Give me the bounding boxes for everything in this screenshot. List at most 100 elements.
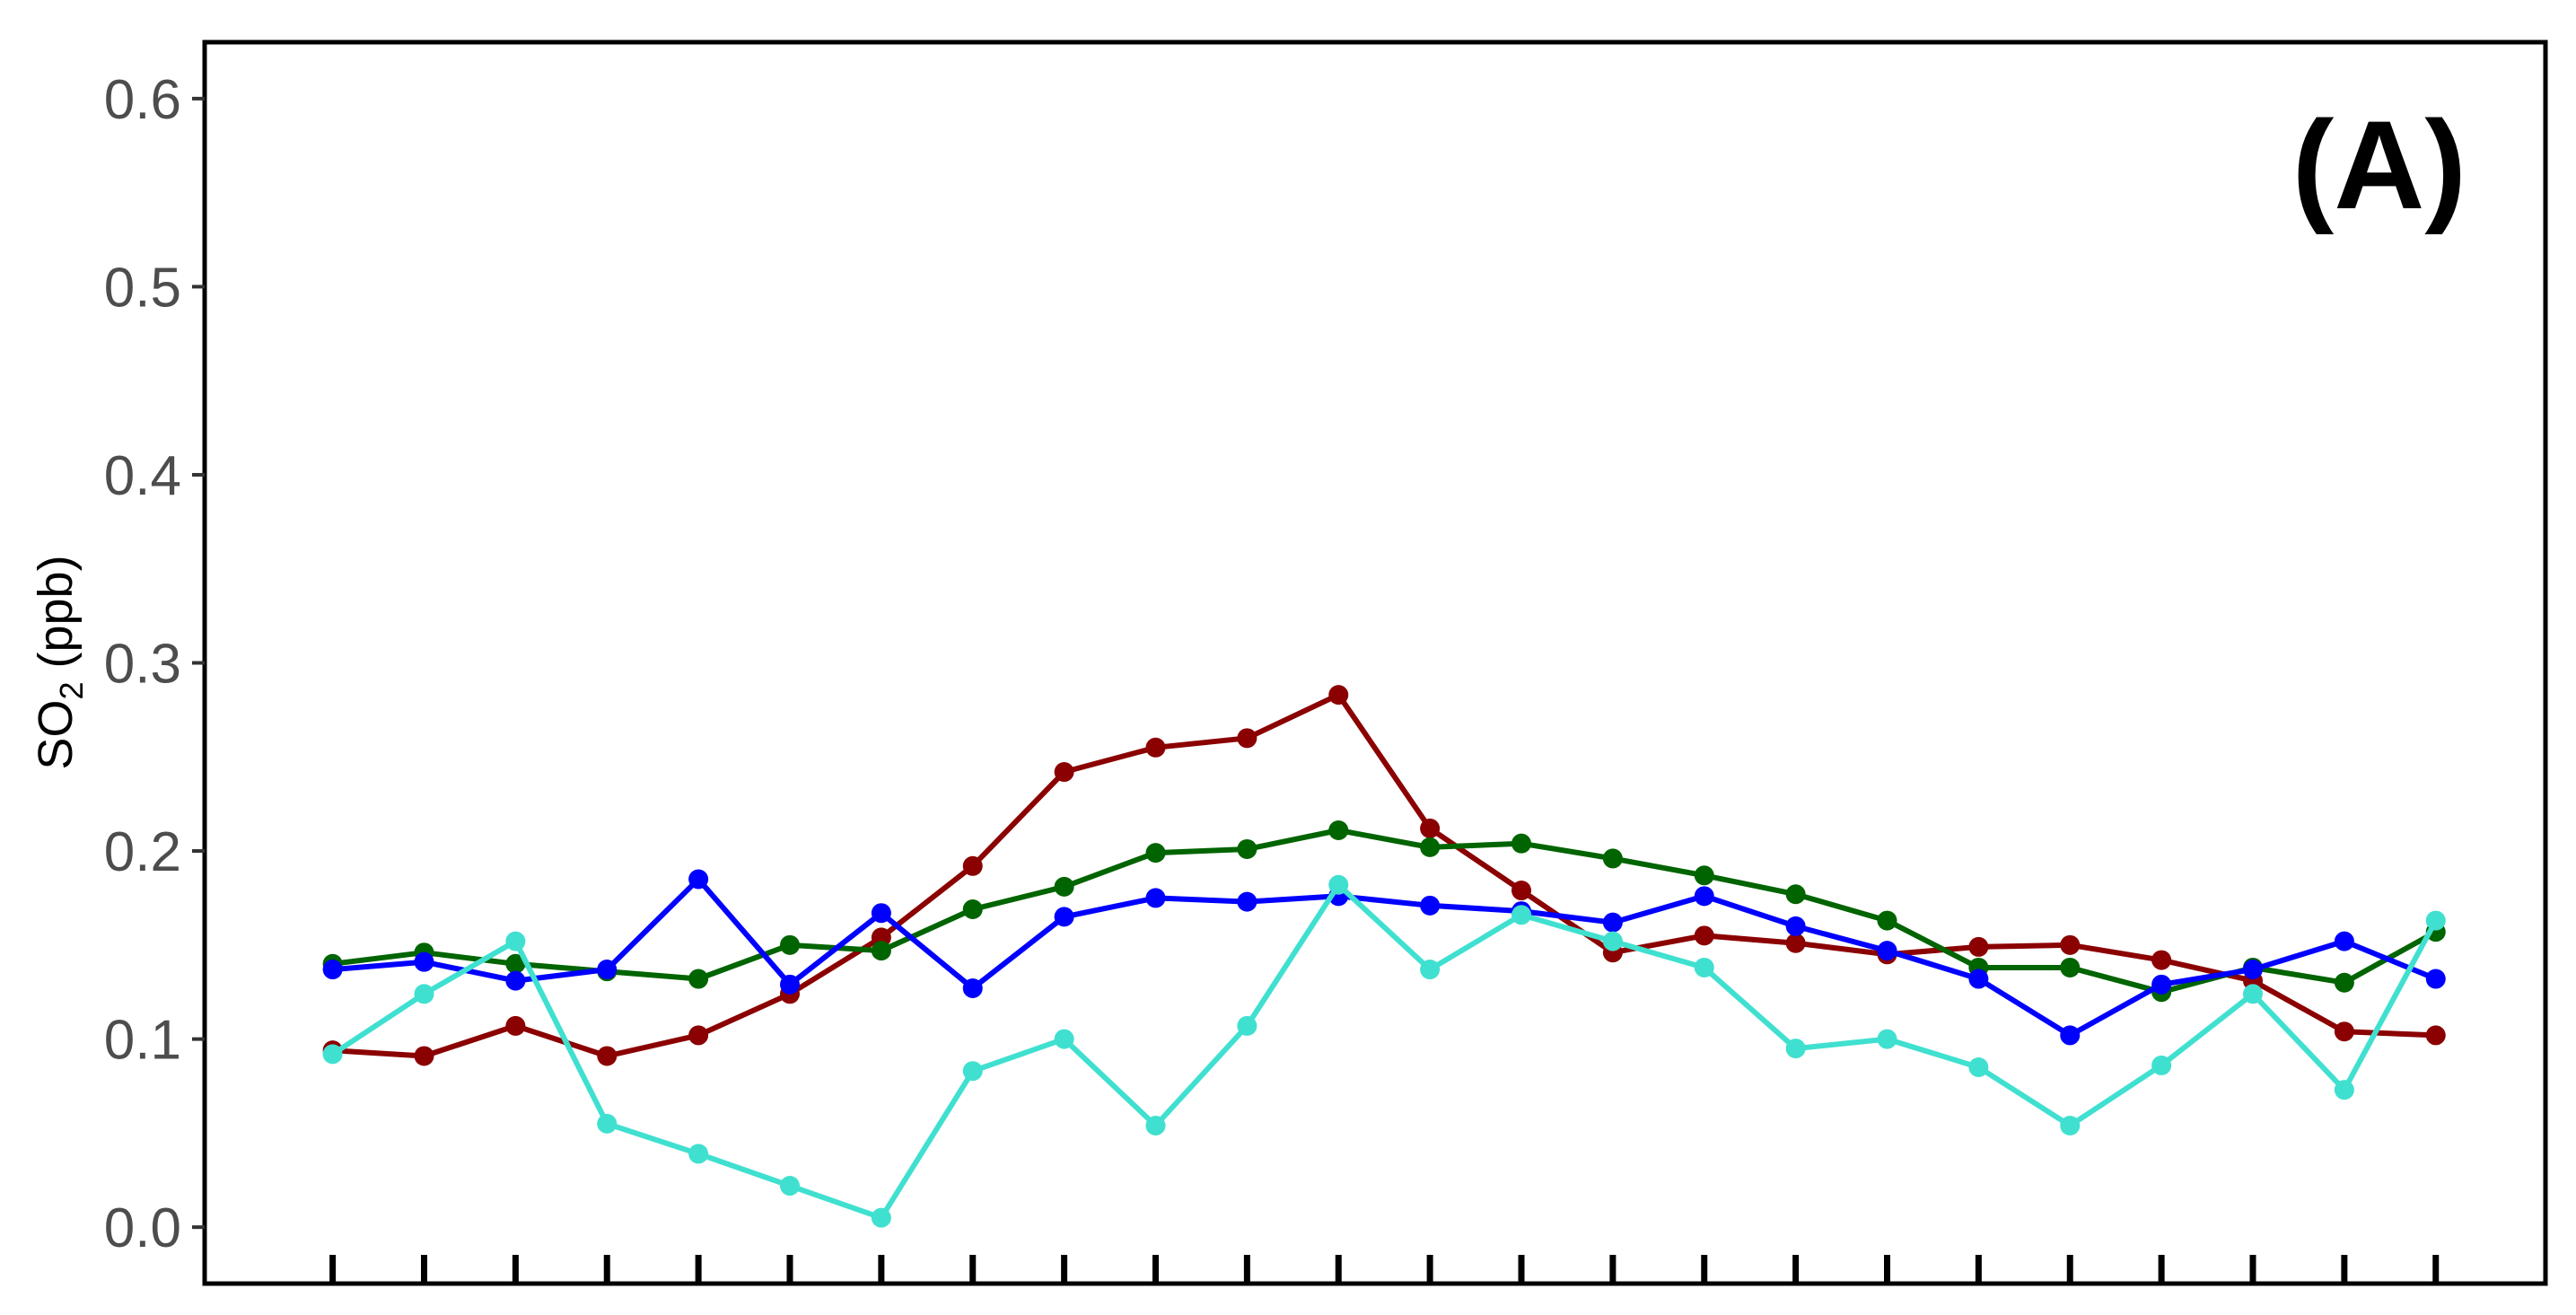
series-point — [871, 903, 891, 924]
series-point — [414, 951, 434, 972]
series-line — [332, 876, 2437, 1039]
series-point — [1054, 1029, 1074, 1049]
series-point — [2151, 974, 2172, 995]
series-point — [1328, 820, 1349, 840]
series-point — [1694, 886, 1714, 907]
series-point — [1237, 1015, 1257, 1036]
series-point — [2425, 1025, 2446, 1046]
series-line — [330, 881, 2439, 1221]
series-point — [1237, 891, 1257, 912]
series-point — [1054, 762, 1074, 783]
series-point — [1420, 837, 1441, 857]
series-point — [1602, 848, 1623, 869]
y-axis-title-subscript: 2 — [53, 682, 90, 700]
series-point — [962, 978, 983, 999]
series-point — [1054, 876, 1074, 897]
series-point — [2334, 1021, 2354, 1042]
series-line — [332, 692, 2436, 1059]
y-tick-label: 0.6 — [104, 69, 181, 131]
series-3 — [322, 869, 2446, 1046]
series-point — [2334, 931, 2354, 951]
series-point — [688, 969, 709, 989]
series-point — [1968, 969, 1989, 989]
series-point — [871, 941, 891, 961]
y-tick-label: 0.4 — [104, 445, 181, 507]
series-point — [1694, 865, 1714, 886]
series-point — [597, 1113, 618, 1134]
series-point — [688, 869, 709, 890]
series-point — [1511, 905, 1531, 925]
series-point — [597, 960, 618, 980]
series-point — [505, 1015, 526, 1036]
series-point — [1145, 888, 1166, 908]
series-point — [1420, 960, 1441, 980]
panel-label: (A) — [2292, 94, 2466, 235]
series-point — [322, 960, 343, 980]
series-4 — [322, 874, 2446, 1228]
series-point — [322, 1044, 343, 1065]
series-point — [1968, 1057, 1989, 1078]
series-point — [414, 1046, 434, 1066]
series-point — [1328, 874, 1349, 895]
series-line — [332, 828, 2438, 995]
y-tick-label: 0.3 — [104, 634, 181, 696]
y-tick-label: 0.0 — [104, 1197, 181, 1259]
series-point — [688, 1144, 709, 1164]
series-point — [780, 934, 800, 955]
y-axis-title-unit: (ppb) — [29, 555, 83, 681]
series-point — [2425, 969, 2446, 989]
series-point — [2243, 984, 2263, 1004]
series-point — [871, 1207, 891, 1228]
series-point — [1877, 910, 1897, 931]
y-tick-label: 0.2 — [104, 821, 181, 883]
series-point — [1785, 933, 1806, 953]
series-point — [1968, 936, 1989, 957]
series-point — [780, 1176, 800, 1197]
series-point — [780, 974, 800, 995]
series-point — [1511, 881, 1531, 901]
series-point — [1694, 957, 1714, 977]
series-point — [1237, 728, 1257, 749]
series-point — [1602, 931, 1623, 951]
y-axis-ticks: 0.0 0.1 0.2 0.3 0.4 0.5 0.6 — [104, 69, 205, 1259]
series-point — [1237, 838, 1257, 859]
series-point — [1145, 843, 1166, 864]
series-point — [2151, 950, 2172, 970]
plot-panel-border — [202, 39, 2548, 1286]
series-point — [1145, 1115, 1166, 1135]
series-point — [1145, 737, 1166, 758]
series-point — [1602, 912, 1623, 933]
series-point — [1054, 907, 1074, 927]
series-point — [962, 899, 983, 920]
series-1 — [322, 685, 2446, 1066]
series-point — [414, 984, 434, 1004]
series-point — [505, 953, 526, 974]
series-point — [1328, 685, 1349, 706]
series-point — [962, 1061, 983, 1082]
series-point — [688, 1025, 709, 1046]
series-point — [597, 1046, 618, 1066]
series-point — [1877, 941, 1897, 961]
series-point — [1694, 925, 1714, 946]
series-point — [1511, 833, 1531, 854]
series-point — [2060, 934, 2081, 955]
series-point — [2334, 1080, 2354, 1100]
series-2 — [322, 820, 2446, 1003]
series-layer — [322, 685, 2446, 1228]
series-point — [1785, 916, 1806, 936]
y-axis-title: SO2 (ppb) — [29, 555, 90, 769]
series-point — [962, 855, 983, 876]
series-point — [2060, 1025, 2081, 1046]
series-point — [505, 931, 526, 951]
y-tick-label: 0.5 — [104, 257, 181, 319]
series-point — [2060, 957, 2081, 977]
series-point — [2060, 1115, 2081, 1135]
series-point — [2243, 960, 2263, 980]
series-point — [1420, 818, 1441, 838]
x-axis-ticks — [329, 1255, 2440, 1284]
series-point — [1785, 1039, 1806, 1059]
series-point — [1420, 895, 1441, 916]
y-tick-label: 0.1 — [104, 1010, 181, 1072]
series-point — [505, 970, 526, 991]
